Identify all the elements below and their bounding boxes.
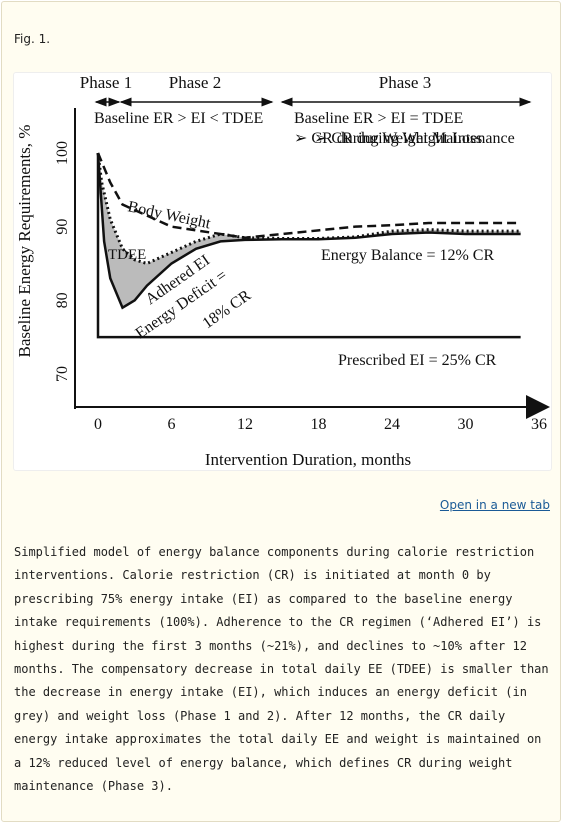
phase-note: ➢ CR during Weight Loss (314, 130, 482, 147)
phase-label: Phase 1 (80, 73, 132, 92)
x-axis-label: Intervention Duration, months (205, 450, 411, 469)
figure: 0 6 12 18 24 30 36 70 80 90 100 Intervention Durati… (13, 72, 552, 471)
y-tick-label: 100 (54, 141, 71, 165)
series-label: Prescribed EI = 25% CR (338, 352, 497, 369)
figure-label: Fig. 1. (14, 32, 51, 46)
y-tick-label: 90 (54, 219, 71, 235)
series-line (96, 153, 521, 339)
x-tick-label: 18 (311, 416, 327, 433)
x-tick-label: 6 (168, 416, 176, 433)
y-tick-label: 70 (54, 366, 71, 382)
x-tick-label: 24 (384, 416, 400, 433)
x-tick-label: 30 (458, 416, 474, 433)
phase-note: ➢ CR during Weight Maintenance (294, 130, 515, 147)
series-label: Body Weight (126, 198, 212, 232)
x-tick-label: 0 (94, 416, 102, 433)
x-tick-label: 12 (237, 416, 253, 433)
chart: 0 6 12 18 24 30 36 70 80 90 100 Intervention Durati… (15, 73, 550, 469)
series-line (96, 152, 521, 310)
phase-note: Baseline ER > EI < TDEE (94, 110, 263, 127)
phase-label: Phase 3 (379, 73, 431, 92)
open-link[interactable]: Open in a new tab (439, 498, 550, 512)
phase-label: Phase 2 (169, 73, 221, 92)
x-tick-label: 36 (531, 416, 547, 433)
y-axis-label: Baseline Energy Requirements, % (15, 125, 34, 358)
caption: Simplified model of energy balance compo… (14, 545, 549, 794)
phase-note: Baseline ER > EI = TDEE (294, 110, 463, 127)
series-label: TDEE (108, 247, 146, 263)
y-tick-label: 80 (54, 292, 71, 308)
series-line (96, 152, 521, 239)
annotation: Energy Balance = 12% CR (321, 247, 494, 264)
